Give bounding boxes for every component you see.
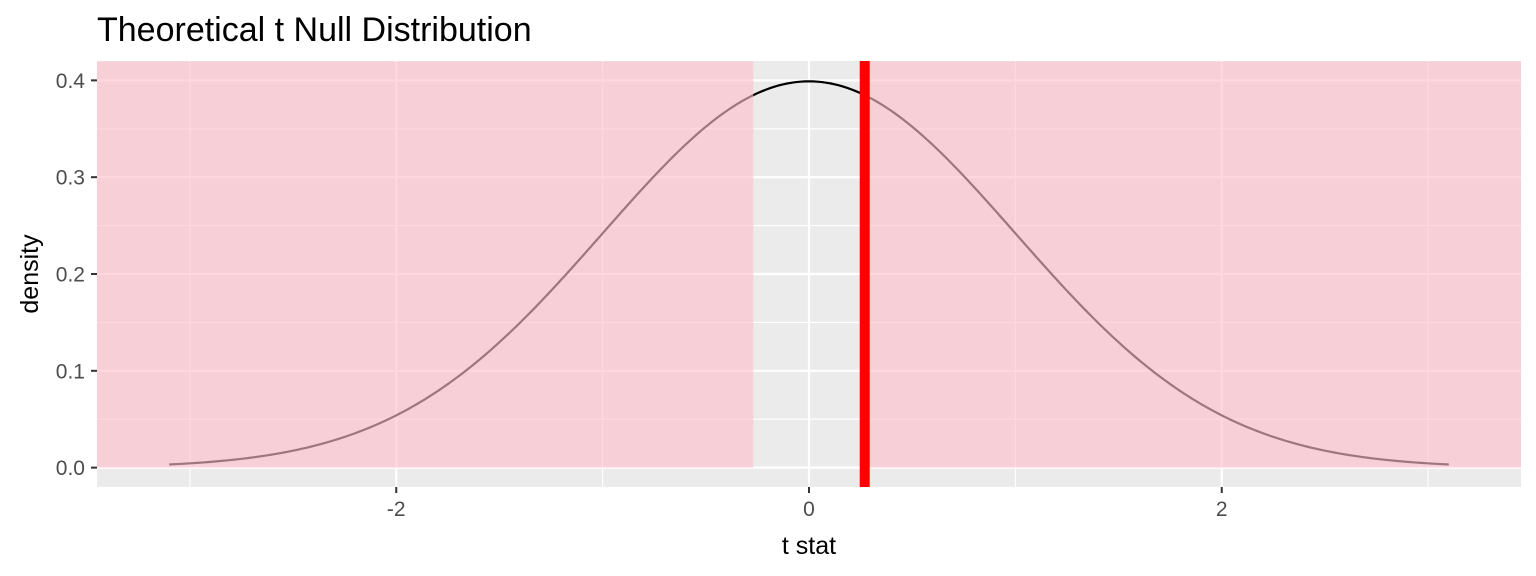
y-tick-label: 0.3 [56,167,85,190]
x-tick-label: 2 [1216,498,1228,521]
x-tick-label: 0 [803,498,815,521]
y-tick-label: 0.4 [56,70,86,93]
y-tick-label: 0.0 [56,457,85,480]
shaded-region [864,61,1521,468]
shaded-regions [97,61,1521,468]
y-tick-label: 0.2 [56,264,85,287]
x-axis-title: t stat [782,532,836,560]
chart-title: Theoretical t Null Distribution [97,11,532,49]
axes: -2 0 2 0.0 0.1 0.2 0.3 0.4 [56,70,1228,521]
y-axis-title: density [16,234,44,314]
x-tick-label: -2 [387,498,406,521]
shaded-region [97,61,754,468]
y-tick-label: 0.1 [56,360,85,383]
